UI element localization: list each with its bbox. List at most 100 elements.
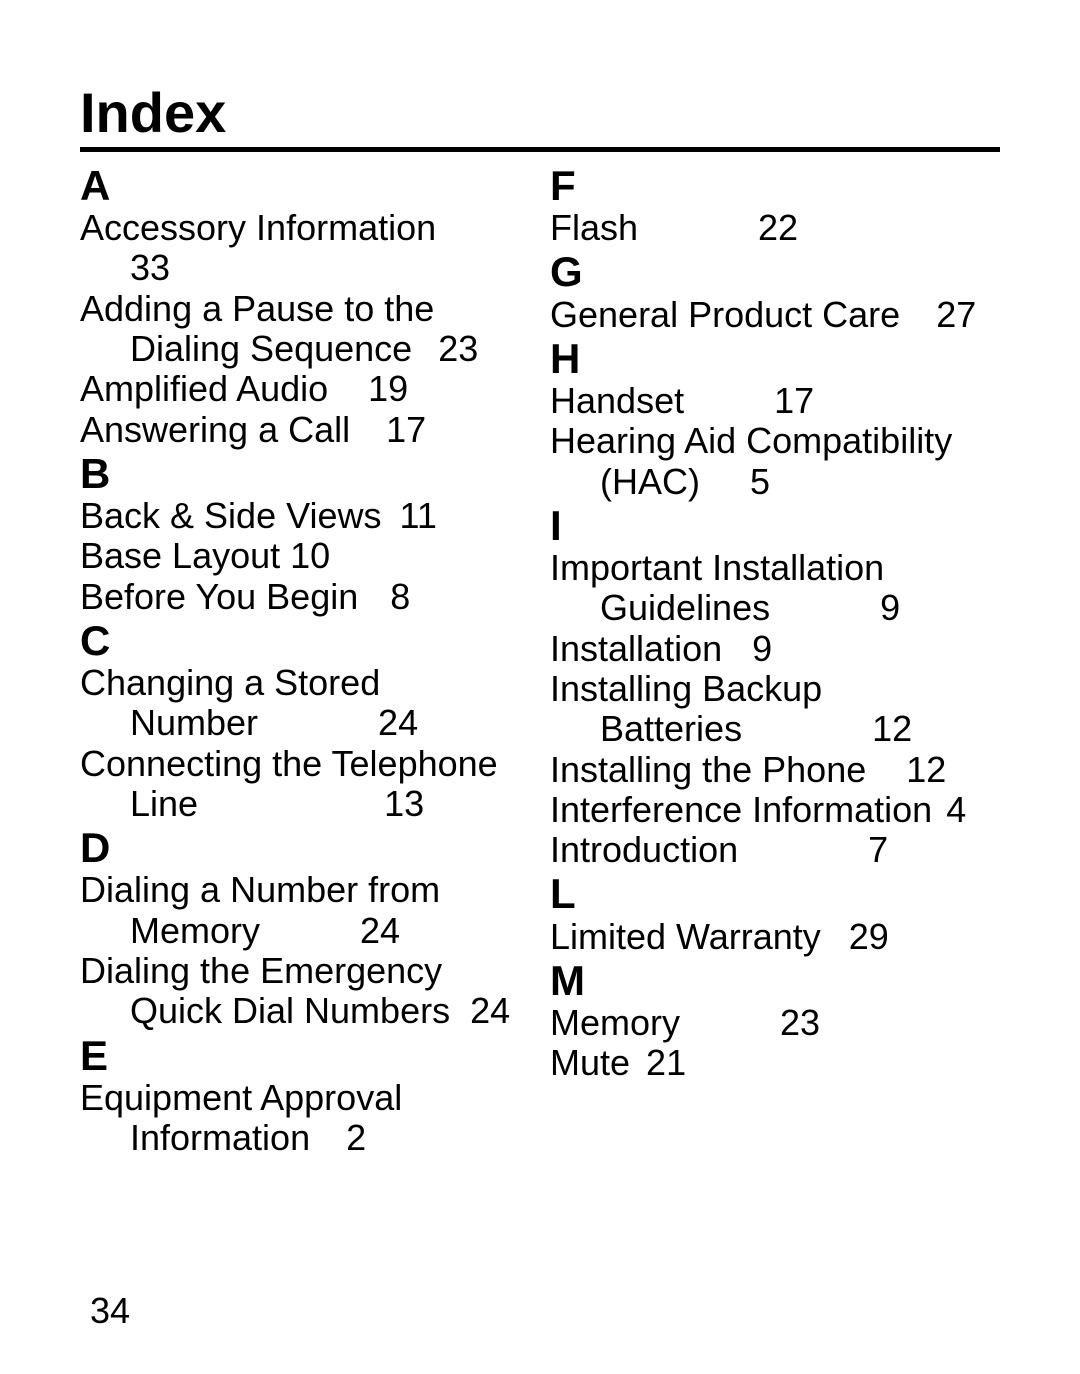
index-letter: D [80, 826, 530, 870]
index-entry-page: 7 [868, 829, 888, 870]
index-entry-page: 17 [774, 380, 814, 421]
index-entry-label: Introduction [550, 829, 738, 870]
index-entry: Equipment ApprovalInformation 2 [80, 1078, 530, 1159]
index-entry-label: Installation [550, 628, 722, 669]
index-letter: M [550, 959, 1000, 1003]
page-number: 34 [90, 1290, 130, 1332]
index-entry: Mute 21 [550, 1043, 1000, 1083]
index-entry-page: 24 [360, 910, 400, 951]
index-entry-label: Installing Backup [550, 668, 822, 709]
index-entry-cont-label: Dialing Sequence [130, 328, 412, 369]
index-letter: H [550, 337, 1000, 381]
index-entry-cont-label: Memory [130, 910, 260, 951]
index-entry-cont-label: Information [130, 1117, 310, 1158]
index-entry-label: Adding a Pause to the [80, 288, 434, 329]
index-letter: I [550, 504, 1000, 548]
index-entry-label: Limited Warranty [550, 916, 821, 957]
index-column-left: AAccessory Information33Adding a Pause t… [80, 162, 530, 1158]
index-entry-label: Equipment Approval [80, 1077, 402, 1118]
index-entry-continuation: Dialing Sequence 23 [80, 329, 530, 369]
index-entry: Connecting the TelephoneLine 13 [80, 744, 530, 825]
index-entry-label: Important Installation [550, 547, 884, 588]
index-entry-page: 24 [470, 990, 510, 1031]
index-entry: Installation9 [550, 629, 1000, 669]
index-entry-label: General Product Care [550, 294, 900, 335]
index-entry-page: 11 [399, 495, 436, 536]
index-entry: Installing the Phone 12 [550, 750, 1000, 790]
index-entry-label: Dialing a Number from [80, 869, 440, 910]
index-entry-page: 23 [780, 1002, 820, 1043]
index-entry: Hearing Aid Compatibility(HAC) 5 [550, 421, 1000, 502]
index-entry-continuation: (HAC) 5 [550, 462, 1000, 502]
index-entry-continuation: 33 [80, 248, 530, 288]
index-entry-page: 21 [646, 1042, 686, 1083]
index-entry-label: Base Layout [80, 535, 280, 576]
index-entry-label: Before You Begin [80, 576, 358, 617]
index-entry-page: 9 [880, 587, 900, 628]
index-entry-label: Interference Information [550, 789, 932, 830]
index-entry-label: Memory [550, 1002, 680, 1043]
index-entry: Changing a StoredNumber24 [80, 663, 530, 744]
index-entry: Amplified Audio19 [80, 369, 530, 409]
index-entry-page: 12 [906, 749, 946, 790]
index-title: Index [80, 80, 1000, 152]
index-column-right: FFlash22GGeneral Product Care27HHandset1… [550, 162, 1000, 1158]
index-entry-label: Changing a Stored [80, 662, 380, 703]
index-entry-cont-label: Guidelines [600, 587, 770, 628]
index-entry-page: 27 [936, 294, 976, 335]
index-entry-continuation: Batteries 12 [550, 709, 1000, 749]
index-entry-page: 24 [378, 702, 418, 743]
index-entry-page: 13 [384, 783, 424, 824]
index-entry-page: 4 [946, 789, 966, 830]
index-entry: Memory 23 [550, 1003, 1000, 1043]
index-entry-page: 12 [872, 708, 912, 749]
index-letter: F [550, 164, 1000, 208]
index-entry-label: Answering a Call [80, 409, 350, 450]
index-entry-page: 29 [849, 916, 889, 957]
index-letter: L [550, 872, 1000, 916]
index-entry-cont-label: Quick Dial Numbers [130, 990, 450, 1031]
index-entry: Important InstallationGuidelines 9 [550, 548, 1000, 629]
index-entry-label: Mute [550, 1042, 630, 1083]
index-entry-label: Hearing Aid Compatibility [550, 420, 952, 461]
index-entry-continuation: Information 2 [80, 1118, 530, 1158]
index-entry: Answering a Call 17 [80, 410, 530, 450]
index-entry: Interference Information 4 [550, 790, 1000, 830]
index-entry-cont-label: (HAC) [600, 461, 700, 502]
index-entry: Handset 17 [550, 381, 1000, 421]
index-entry-cont-label: Line [130, 783, 198, 824]
index-entry-continuation: Quick Dial Numbers 24 [80, 991, 530, 1031]
index-entry: Before You Begin 8 [80, 577, 530, 617]
index-entry-page: 5 [750, 461, 770, 502]
index-letter: C [80, 619, 530, 663]
index-entry-page: 22 [758, 207, 798, 248]
index-entry-continuation: Number24 [80, 703, 530, 743]
index-entry-page: 2 [346, 1117, 366, 1158]
index-entry-continuation: Memory 24 [80, 911, 530, 951]
index-entry: Back & Side Views 11 [80, 496, 530, 536]
index-columns: AAccessory Information33Adding a Pause t… [80, 162, 1000, 1158]
index-entry-label: Connecting the Telephone [80, 743, 498, 784]
index-entry-label: Dialing the Emergency [80, 950, 442, 991]
index-entry-cont-label: Batteries [600, 708, 742, 749]
index-letter: E [80, 1034, 530, 1078]
index-entry-page: 19 [368, 368, 408, 409]
index-entry-continuation: Line 13 [80, 784, 530, 824]
index-entry: General Product Care 27 [550, 295, 1000, 335]
index-entry-label: Handset [550, 380, 684, 421]
index-entry-page: 23 [438, 328, 478, 369]
index-entry-page: 10 [290, 535, 330, 576]
index-entry: Dialing a Number fromMemory 24 [80, 870, 530, 951]
index-letter: B [80, 452, 530, 496]
index-entry-page: 17 [386, 409, 426, 450]
index-entry: Accessory Information33 [80, 208, 530, 289]
index-entry-label: Installing the Phone [550, 749, 866, 790]
index-entry: Introduction 7 [550, 830, 1000, 870]
index-entry-page: 8 [390, 576, 410, 617]
index-entry: Flash 22 [550, 208, 1000, 248]
index-entry: Limited Warranty 29 [550, 917, 1000, 957]
index-entry: Adding a Pause to theDialing Sequence 23 [80, 289, 530, 370]
index-entry-label: Flash [550, 207, 638, 248]
index-entry-label: Back & Side Views [80, 495, 381, 536]
index-entry: Installing BackupBatteries 12 [550, 669, 1000, 750]
